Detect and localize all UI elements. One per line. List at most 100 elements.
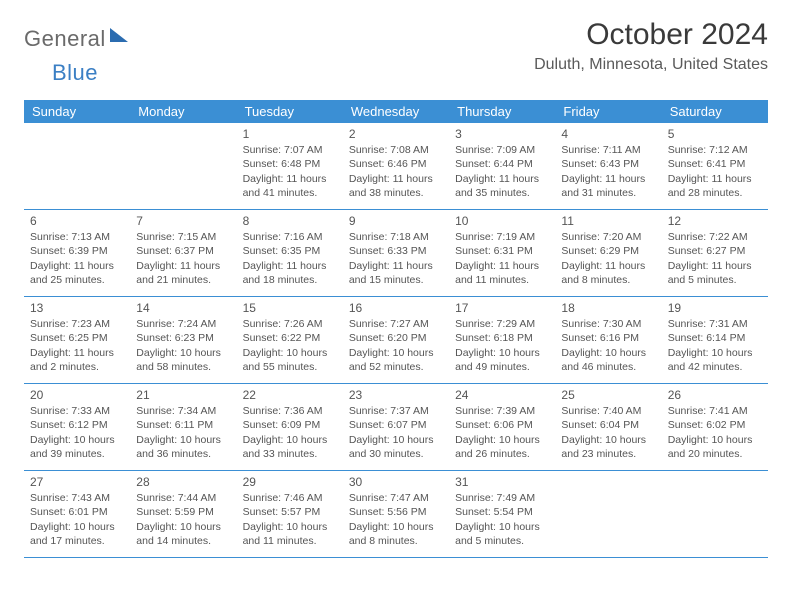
sunset-line: Sunset: 6:27 PM	[668, 244, 762, 258]
sunrise-line: Sunrise: 7:41 AM	[668, 404, 762, 418]
daylight-line: Daylight: 10 hours and 49 minutes.	[455, 346, 549, 374]
day-number: 3	[455, 126, 549, 142]
sunset-line: Sunset: 6:12 PM	[30, 418, 124, 432]
week-row: 27Sunrise: 7:43 AMSunset: 6:01 PMDayligh…	[24, 471, 768, 558]
day-number: 9	[349, 213, 443, 229]
day-cell: 16Sunrise: 7:27 AMSunset: 6:20 PMDayligh…	[343, 297, 449, 383]
sunrise-line: Sunrise: 7:39 AM	[455, 404, 549, 418]
daylight-line: Daylight: 11 hours and 31 minutes.	[561, 172, 655, 200]
day-cell: 20Sunrise: 7:33 AMSunset: 6:12 PMDayligh…	[24, 384, 130, 470]
sunset-line: Sunset: 6:41 PM	[668, 157, 762, 171]
day-number: 17	[455, 300, 549, 316]
daylight-line: Daylight: 10 hours and 26 minutes.	[455, 433, 549, 461]
day-cell: 17Sunrise: 7:29 AMSunset: 6:18 PMDayligh…	[449, 297, 555, 383]
daylight-line: Daylight: 10 hours and 39 minutes.	[30, 433, 124, 461]
sunset-line: Sunset: 6:04 PM	[561, 418, 655, 432]
day-cell	[24, 123, 130, 209]
weekday-header: Tuesday	[237, 100, 343, 123]
sunrise-line: Sunrise: 7:40 AM	[561, 404, 655, 418]
sunset-line: Sunset: 6:11 PM	[136, 418, 230, 432]
logo-text-general: General	[24, 26, 106, 52]
day-cell: 1Sunrise: 7:07 AMSunset: 6:48 PMDaylight…	[237, 123, 343, 209]
sunset-line: Sunset: 5:54 PM	[455, 505, 549, 519]
day-number: 25	[561, 387, 655, 403]
sunset-line: Sunset: 6:33 PM	[349, 244, 443, 258]
sunrise-line: Sunrise: 7:43 AM	[30, 491, 124, 505]
daylight-line: Daylight: 10 hours and 20 minutes.	[668, 433, 762, 461]
sunset-line: Sunset: 5:59 PM	[136, 505, 230, 519]
day-number: 31	[455, 474, 549, 490]
day-cell	[662, 471, 768, 557]
day-number: 26	[668, 387, 762, 403]
calendar-page: General October 2024 Duluth, Minnesota, …	[0, 0, 792, 558]
sunset-line: Sunset: 6:16 PM	[561, 331, 655, 345]
week-row: 13Sunrise: 7:23 AMSunset: 6:25 PMDayligh…	[24, 297, 768, 384]
day-cell: 13Sunrise: 7:23 AMSunset: 6:25 PMDayligh…	[24, 297, 130, 383]
sunrise-line: Sunrise: 7:19 AM	[455, 230, 549, 244]
week-row: 1Sunrise: 7:07 AMSunset: 6:48 PMDaylight…	[24, 123, 768, 210]
sunset-line: Sunset: 6:07 PM	[349, 418, 443, 432]
daylight-line: Daylight: 11 hours and 15 minutes.	[349, 259, 443, 287]
sunrise-line: Sunrise: 7:13 AM	[30, 230, 124, 244]
sunrise-line: Sunrise: 7:44 AM	[136, 491, 230, 505]
daylight-line: Daylight: 10 hours and 14 minutes.	[136, 520, 230, 548]
day-number: 1	[243, 126, 337, 142]
title-block: October 2024 Duluth, Minnesota, United S…	[534, 18, 768, 74]
sunrise-line: Sunrise: 7:29 AM	[455, 317, 549, 331]
sunrise-line: Sunrise: 7:15 AM	[136, 230, 230, 244]
weekday-header: Thursday	[449, 100, 555, 123]
day-number: 13	[30, 300, 124, 316]
daylight-line: Daylight: 10 hours and 17 minutes.	[30, 520, 124, 548]
sunrise-line: Sunrise: 7:18 AM	[349, 230, 443, 244]
daylight-line: Daylight: 10 hours and 55 minutes.	[243, 346, 337, 374]
sunrise-line: Sunrise: 7:26 AM	[243, 317, 337, 331]
day-cell: 9Sunrise: 7:18 AMSunset: 6:33 PMDaylight…	[343, 210, 449, 296]
daylight-line: Daylight: 11 hours and 25 minutes.	[30, 259, 124, 287]
sunrise-line: Sunrise: 7:23 AM	[30, 317, 124, 331]
sunrise-line: Sunrise: 7:11 AM	[561, 143, 655, 157]
sunset-line: Sunset: 6:43 PM	[561, 157, 655, 171]
day-number: 15	[243, 300, 337, 316]
day-number: 29	[243, 474, 337, 490]
day-cell	[130, 123, 236, 209]
day-cell: 29Sunrise: 7:46 AMSunset: 5:57 PMDayligh…	[237, 471, 343, 557]
day-number: 6	[30, 213, 124, 229]
day-cell: 3Sunrise: 7:09 AMSunset: 6:44 PMDaylight…	[449, 123, 555, 209]
sunset-line: Sunset: 5:57 PM	[243, 505, 337, 519]
day-cell: 7Sunrise: 7:15 AMSunset: 6:37 PMDaylight…	[130, 210, 236, 296]
sunrise-line: Sunrise: 7:34 AM	[136, 404, 230, 418]
sunset-line: Sunset: 6:02 PM	[668, 418, 762, 432]
location-subtitle: Duluth, Minnesota, United States	[534, 56, 768, 74]
day-number: 10	[455, 213, 549, 229]
daylight-line: Daylight: 10 hours and 36 minutes.	[136, 433, 230, 461]
logo-sail-icon	[110, 28, 128, 42]
sunset-line: Sunset: 6:14 PM	[668, 331, 762, 345]
day-number: 27	[30, 474, 124, 490]
daylight-line: Daylight: 10 hours and 23 minutes.	[561, 433, 655, 461]
daylight-line: Daylight: 11 hours and 41 minutes.	[243, 172, 337, 200]
month-title: October 2024	[534, 18, 768, 52]
day-number: 8	[243, 213, 337, 229]
sunset-line: Sunset: 6:39 PM	[30, 244, 124, 258]
daylight-line: Daylight: 10 hours and 52 minutes.	[349, 346, 443, 374]
sunset-line: Sunset: 6:01 PM	[30, 505, 124, 519]
daylight-line: Daylight: 11 hours and 11 minutes.	[455, 259, 549, 287]
day-cell: 8Sunrise: 7:16 AMSunset: 6:35 PMDaylight…	[237, 210, 343, 296]
weekday-header-row: SundayMondayTuesdayWednesdayThursdayFrid…	[24, 100, 768, 123]
sunset-line: Sunset: 6:09 PM	[243, 418, 337, 432]
sunrise-line: Sunrise: 7:27 AM	[349, 317, 443, 331]
sunset-line: Sunset: 6:20 PM	[349, 331, 443, 345]
sunrise-line: Sunrise: 7:16 AM	[243, 230, 337, 244]
daylight-line: Daylight: 10 hours and 8 minutes.	[349, 520, 443, 548]
day-cell: 28Sunrise: 7:44 AMSunset: 5:59 PMDayligh…	[130, 471, 236, 557]
sunrise-line: Sunrise: 7:22 AM	[668, 230, 762, 244]
day-number: 18	[561, 300, 655, 316]
sunset-line: Sunset: 6:29 PM	[561, 244, 655, 258]
day-number: 2	[349, 126, 443, 142]
sunset-line: Sunset: 6:44 PM	[455, 157, 549, 171]
weekday-header: Monday	[130, 100, 236, 123]
day-number: 5	[668, 126, 762, 142]
daylight-line: Daylight: 10 hours and 42 minutes.	[668, 346, 762, 374]
day-cell: 11Sunrise: 7:20 AMSunset: 6:29 PMDayligh…	[555, 210, 661, 296]
day-number: 16	[349, 300, 443, 316]
